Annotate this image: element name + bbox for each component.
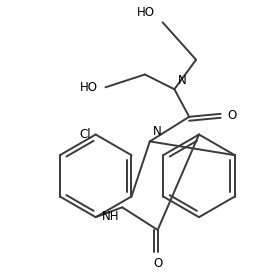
Text: N: N [153, 126, 161, 138]
Text: O: O [153, 257, 162, 269]
Text: NH: NH [102, 210, 119, 223]
Text: N: N [178, 74, 187, 87]
Text: HO: HO [137, 6, 155, 19]
Text: O: O [227, 109, 237, 122]
Text: Cl: Cl [79, 128, 91, 141]
Text: HO: HO [80, 81, 98, 94]
